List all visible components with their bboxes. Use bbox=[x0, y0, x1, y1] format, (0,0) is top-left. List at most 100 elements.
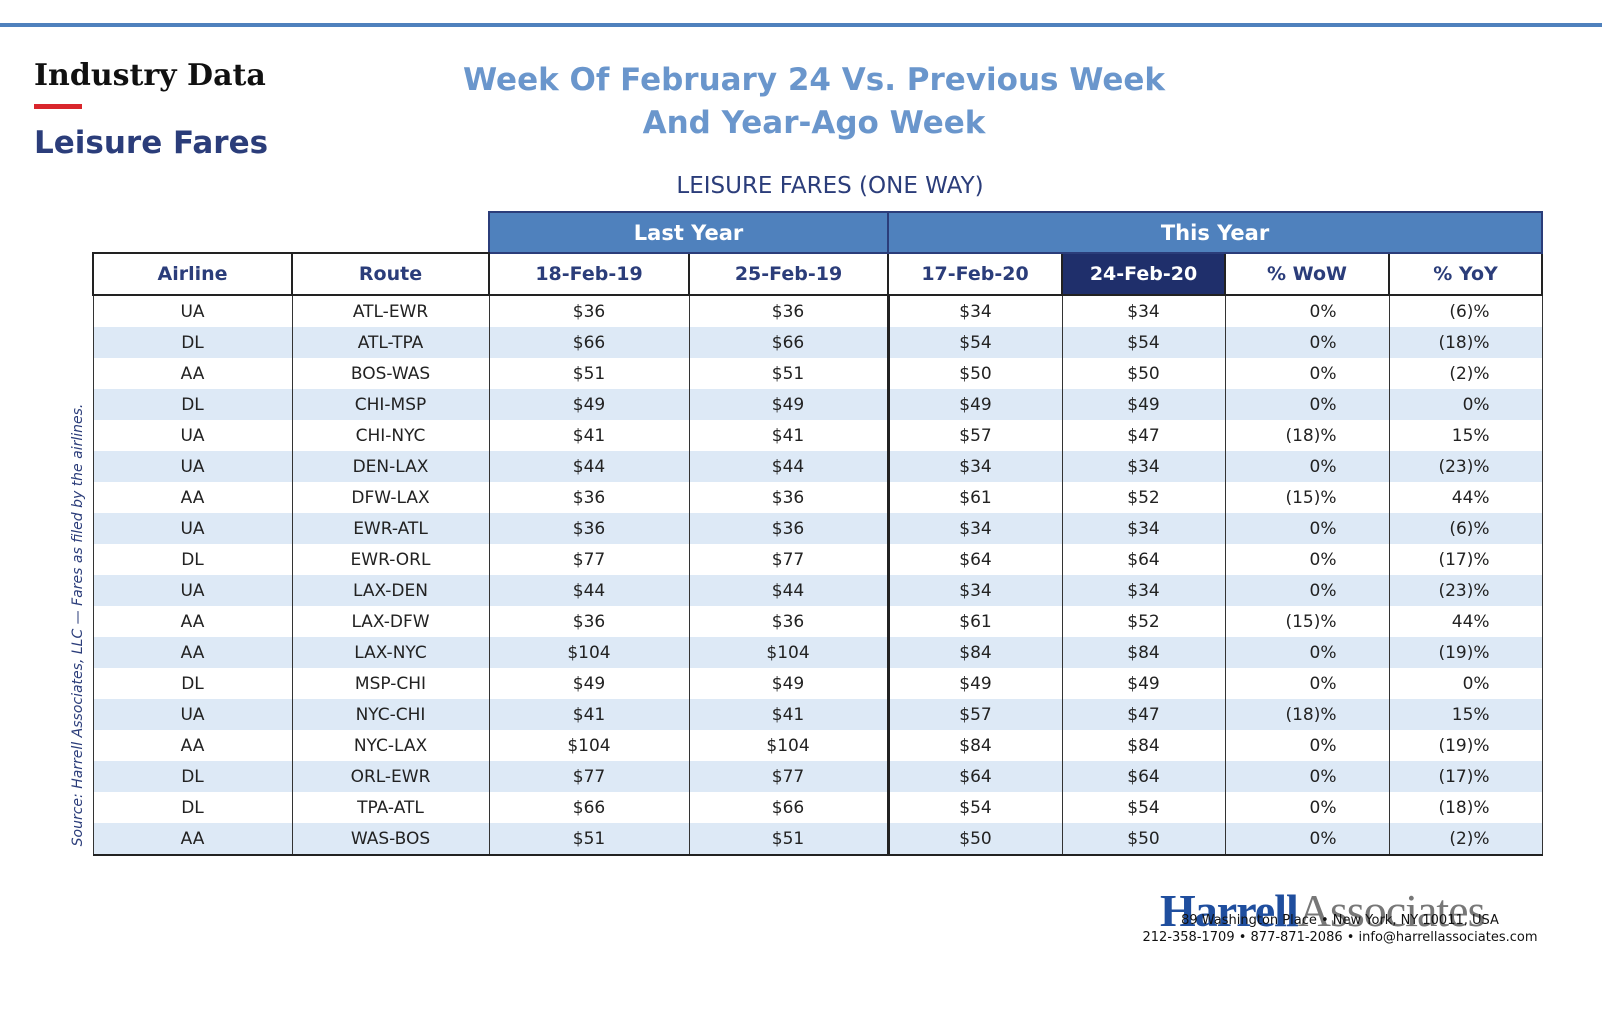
cell: (2)% bbox=[1388, 358, 1543, 389]
cell: 0% bbox=[1224, 730, 1390, 761]
cell: NYC-CHI bbox=[291, 699, 490, 730]
cell: $34 bbox=[886, 575, 1063, 606]
top-rule bbox=[0, 23, 1602, 27]
cell: $36 bbox=[488, 513, 690, 544]
cell: $36 bbox=[688, 295, 889, 327]
cell: (23)% bbox=[1388, 451, 1543, 482]
cell: 0% bbox=[1224, 823, 1390, 856]
cell: $84 bbox=[886, 637, 1063, 668]
data-row: DL ORL-EWR $77 $77 $64 $64 0% (17)% bbox=[92, 761, 1543, 792]
cell: $57 bbox=[886, 420, 1063, 451]
group-header: This Year bbox=[887, 211, 1544, 254]
cell: $49 bbox=[688, 668, 889, 699]
cell: 0% bbox=[1224, 575, 1390, 606]
data-row: AA LAX-NYC $104 $104 $84 $84 0% (19)% bbox=[92, 637, 1543, 668]
cell: (19)% bbox=[1388, 637, 1543, 668]
cell: 0% bbox=[1224, 761, 1390, 792]
cell: 0% bbox=[1224, 513, 1390, 544]
fares-table: Last Year This Year Airline Route 18-Feb-19 2… bbox=[92, 211, 1544, 856]
column-header: 24-Feb-20 bbox=[1061, 252, 1227, 296]
cell: $104 bbox=[688, 730, 889, 761]
cell: $36 bbox=[688, 513, 889, 544]
data-row: AA NYC-LAX $104 $104 $84 $84 0% (19)% bbox=[92, 730, 1543, 761]
cell: $104 bbox=[488, 637, 690, 668]
cell: $36 bbox=[688, 606, 889, 637]
cell: UA bbox=[92, 295, 293, 327]
column-header-row: Airline Route 18-Feb-19 25-Feb-19 17-Feb-20 2… bbox=[92, 252, 1544, 296]
cell: $34 bbox=[886, 295, 1063, 327]
cell: $84 bbox=[886, 730, 1063, 761]
cell: BOS-WAS bbox=[291, 358, 490, 389]
cell: (2)% bbox=[1388, 823, 1543, 856]
title-line: Week Of February 24 Vs. Previous Week bbox=[462, 62, 1166, 98]
section-label: Industry Data bbox=[34, 58, 266, 93]
cell: $64 bbox=[886, 761, 1063, 792]
cell: DL bbox=[92, 544, 293, 575]
cell: 0% bbox=[1388, 668, 1543, 699]
cell: LAX-DFW bbox=[291, 606, 490, 637]
cell: 15% bbox=[1388, 699, 1543, 730]
cell: DFW-LAX bbox=[291, 482, 490, 513]
cell: $36 bbox=[688, 482, 889, 513]
cell: (15)% bbox=[1224, 482, 1390, 513]
cell: $34 bbox=[1061, 295, 1226, 327]
cell: $49 bbox=[886, 668, 1063, 699]
cell: $84 bbox=[1061, 730, 1226, 761]
cell: UA bbox=[92, 513, 293, 544]
cell: $34 bbox=[886, 513, 1063, 544]
cell: AA bbox=[92, 637, 293, 668]
cell: $50 bbox=[1061, 823, 1226, 856]
cell: $77 bbox=[688, 544, 889, 575]
cell: $64 bbox=[1061, 544, 1226, 575]
cell: $36 bbox=[488, 606, 690, 637]
column-header: 17-Feb-20 bbox=[887, 252, 1064, 296]
cell: $49 bbox=[1061, 668, 1226, 699]
column-header: Airline bbox=[92, 252, 293, 296]
data-row: AA BOS-WAS $51 $51 $50 $50 0% (2)% bbox=[92, 358, 1543, 389]
cell: UA bbox=[92, 699, 293, 730]
column-header: 25-Feb-19 bbox=[687, 252, 890, 296]
accent-rule bbox=[34, 104, 82, 109]
cell: $41 bbox=[688, 420, 889, 451]
contact: 212-358-1709 • 877-871-2086 • info@harre… bbox=[1142, 930, 1538, 945]
cell: $64 bbox=[1061, 761, 1226, 792]
cell: $77 bbox=[688, 761, 889, 792]
group-header-row: Last Year This Year bbox=[93, 211, 1544, 254]
cell: 0% bbox=[1388, 389, 1543, 420]
cell: $104 bbox=[688, 637, 889, 668]
cell: 0% bbox=[1224, 451, 1390, 482]
cell: DL bbox=[92, 761, 293, 792]
cell: $51 bbox=[488, 823, 690, 856]
cell: (6)% bbox=[1388, 513, 1543, 544]
address: 89 Washington Place • New York, NY 10011… bbox=[1181, 913, 1499, 928]
subtitle: Leisure Fares bbox=[34, 125, 269, 161]
cell: DL bbox=[92, 668, 293, 699]
cell: $66 bbox=[488, 792, 690, 823]
cell: (19)% bbox=[1388, 730, 1543, 761]
cell: CHI-MSP bbox=[291, 389, 490, 420]
cell: LAX-DEN bbox=[291, 575, 490, 606]
cell: $49 bbox=[886, 389, 1063, 420]
title-line: And Year-Ago Week bbox=[642, 105, 986, 141]
cell: (18)% bbox=[1224, 699, 1390, 730]
cell: 0% bbox=[1224, 544, 1390, 575]
logo: HarrellAssociates bbox=[1160, 884, 1486, 937]
cell: $49 bbox=[1061, 389, 1226, 420]
cell: (18)% bbox=[1224, 420, 1390, 451]
cell: $52 bbox=[1061, 482, 1226, 513]
cell: $61 bbox=[886, 606, 1063, 637]
cell: (6)% bbox=[1388, 295, 1543, 327]
cell: $41 bbox=[488, 420, 690, 451]
cell: $52 bbox=[1061, 606, 1226, 637]
cell: (18)% bbox=[1388, 327, 1543, 358]
cell: (23)% bbox=[1388, 575, 1543, 606]
data-row: AA DFW-LAX $36 $36 $61 $52 (15)% 44% bbox=[92, 482, 1543, 513]
cell: DL bbox=[92, 327, 293, 358]
data-row: AA LAX-DFW $36 $36 $61 $52 (15)% 44% bbox=[92, 606, 1543, 637]
cell: (17)% bbox=[1388, 544, 1543, 575]
cell: $47 bbox=[1061, 699, 1226, 730]
cell: $77 bbox=[488, 544, 690, 575]
cell: WAS-BOS bbox=[291, 823, 490, 856]
cell: 0% bbox=[1224, 637, 1390, 668]
